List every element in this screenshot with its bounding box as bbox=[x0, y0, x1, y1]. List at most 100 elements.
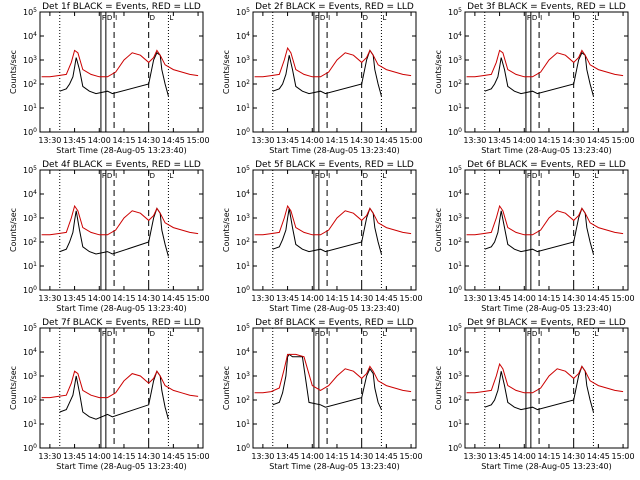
chart-title: Det 5f BLACK = Events, RED = LLD bbox=[255, 160, 414, 170]
x-axis-label: Start Time (28-Aug-05 13:23:40) bbox=[269, 146, 400, 155]
plot-frame bbox=[252, 11, 417, 133]
marker-label: D bbox=[363, 172, 368, 180]
y-tick-label: 105 bbox=[448, 165, 462, 175]
y-tick-label: 100 bbox=[448, 127, 462, 137]
x-tick-label: 14:45 bbox=[375, 294, 398, 303]
y-tick-label: 101 bbox=[236, 103, 250, 113]
plot-frame bbox=[464, 11, 629, 133]
x-tick-label: 15:00 bbox=[400, 294, 423, 303]
x-tick-label: 14:00 bbox=[301, 452, 324, 461]
marker-label: D bbox=[575, 330, 580, 338]
chart-panel-3: Det 3f BLACK = Events, RED = LLD 100 101 10… bbox=[434, 2, 635, 155]
x-tick-label: 13:45 bbox=[63, 452, 86, 461]
marker-label: L bbox=[382, 172, 386, 180]
y-tick-label: 100 bbox=[448, 443, 462, 453]
x-tick-label: 14:30 bbox=[562, 452, 585, 461]
plot-frame bbox=[252, 169, 417, 291]
chart-panel-4: Det 4f BLACK = Events, RED = LLD 100 101 10… bbox=[9, 160, 210, 313]
series-lld bbox=[466, 204, 624, 236]
x-tick-label: 15:00 bbox=[400, 452, 423, 461]
y-tick-label: 103 bbox=[448, 213, 462, 223]
x-tick-label: 14:30 bbox=[350, 136, 373, 145]
x-axis-label: Start Time (28-Aug-05 13:23:40) bbox=[56, 146, 187, 155]
y-tick-label: 104 bbox=[23, 189, 37, 199]
x-tick-label: 14:00 bbox=[301, 136, 324, 145]
series-lld bbox=[254, 46, 412, 78]
marker-label: D bbox=[107, 172, 112, 180]
x-tick-label: 13:30 bbox=[463, 136, 486, 145]
x-tick-label: 14:30 bbox=[137, 136, 160, 145]
plot-frame bbox=[39, 327, 204, 449]
marker-label: L bbox=[594, 14, 598, 22]
y-tick-label: 105 bbox=[23, 323, 37, 333]
x-axis-label: Start Time (28-Aug-05 13:23:40) bbox=[56, 304, 187, 313]
marker-label: F bbox=[102, 172, 106, 180]
x-tick-label: 14:15 bbox=[112, 294, 135, 303]
x-tick-label: 14:15 bbox=[325, 136, 348, 145]
y-tick-label: 104 bbox=[236, 31, 250, 41]
y-axis-label: Counts/sec bbox=[222, 50, 231, 94]
y-tick-label: 101 bbox=[448, 261, 462, 271]
chart-title: Det 3f BLACK = Events, RED = LLD bbox=[467, 2, 626, 12]
y-tick-label: 102 bbox=[236, 237, 250, 247]
series-lld bbox=[466, 362, 624, 394]
y-axis-label: Counts/sec bbox=[9, 366, 18, 410]
series-lld bbox=[254, 353, 412, 394]
x-tick-label: 13:45 bbox=[276, 294, 299, 303]
x-axis-label: Start Time (28-Aug-05 13:23:40) bbox=[481, 146, 612, 155]
y-tick-label: 104 bbox=[448, 347, 462, 357]
x-axis-label: Start Time (28-Aug-05 13:23:40) bbox=[481, 304, 612, 313]
x-tick-label: 14:45 bbox=[162, 452, 185, 461]
x-tick-label: 13:45 bbox=[276, 136, 299, 145]
x-tick-label: 14:30 bbox=[350, 452, 373, 461]
marker-label: F bbox=[527, 330, 531, 338]
y-tick-label: 100 bbox=[23, 443, 37, 453]
x-tick-label: 15:00 bbox=[400, 136, 423, 145]
y-tick-label: 104 bbox=[448, 31, 462, 41]
marker-label: F bbox=[102, 330, 106, 338]
marker-label: D bbox=[575, 172, 580, 180]
marker-label: D bbox=[532, 330, 537, 338]
x-tick-label: 13:45 bbox=[488, 294, 511, 303]
y-tick-label: 100 bbox=[236, 127, 250, 137]
marker-label: I bbox=[328, 330, 330, 338]
y-tick-label: 100 bbox=[448, 285, 462, 295]
marker-label: D bbox=[363, 14, 368, 22]
y-tick-label: 102 bbox=[23, 79, 37, 89]
x-tick-label: 14:45 bbox=[375, 136, 398, 145]
plot-frame bbox=[464, 169, 629, 291]
series-lld bbox=[254, 204, 412, 236]
y-tick-label: 103 bbox=[236, 213, 250, 223]
marker-label: I bbox=[115, 330, 117, 338]
marker-label: L bbox=[594, 330, 598, 338]
x-tick-label: 14:00 bbox=[513, 452, 536, 461]
chart-panel-2: Det 2f BLACK = Events, RED = LLD 100 101 10… bbox=[222, 2, 423, 155]
chart-panel-7: Det 7f BLACK = Events, RED = LLD 100 101 10… bbox=[9, 318, 210, 471]
y-axis-label: Counts/sec bbox=[9, 50, 18, 94]
plot-frame bbox=[39, 11, 204, 133]
y-tick-label: 104 bbox=[23, 347, 37, 357]
x-tick-label: 14:30 bbox=[350, 294, 373, 303]
y-axis-label: Counts/sec bbox=[434, 208, 443, 252]
x-tick-label: 13:45 bbox=[488, 452, 511, 461]
x-tick-label: 14:30 bbox=[562, 294, 585, 303]
y-tick-label: 103 bbox=[236, 371, 250, 381]
x-tick-label: 14:45 bbox=[162, 136, 185, 145]
y-tick-label: 102 bbox=[236, 79, 250, 89]
y-tick-label: 104 bbox=[23, 31, 37, 41]
marker-label: I bbox=[540, 14, 542, 22]
marker-label: F bbox=[102, 14, 106, 22]
plot-frame bbox=[39, 169, 204, 291]
marker-label: D bbox=[575, 14, 580, 22]
marker-label: D bbox=[320, 172, 325, 180]
x-tick-label: 14:00 bbox=[513, 136, 536, 145]
y-axis-label: Counts/sec bbox=[222, 366, 231, 410]
x-tick-label: 14:45 bbox=[587, 294, 610, 303]
x-tick-label: 14:00 bbox=[88, 294, 111, 303]
y-tick-label: 101 bbox=[23, 261, 37, 271]
marker-label: D bbox=[150, 330, 155, 338]
y-tick-label: 101 bbox=[23, 419, 37, 429]
chart-panel-5: Det 5f BLACK = Events, RED = LLD 100 101 10… bbox=[222, 160, 423, 313]
x-tick-label: 15:00 bbox=[187, 294, 210, 303]
